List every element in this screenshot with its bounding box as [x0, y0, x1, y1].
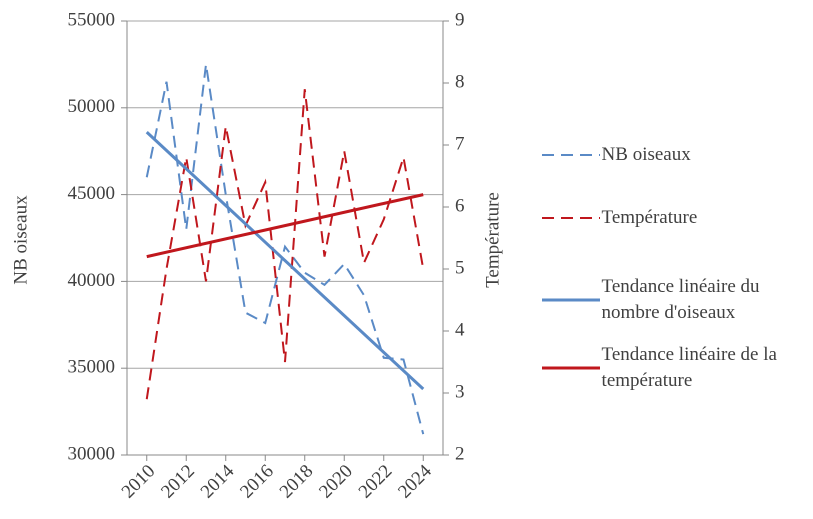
x-tick-label: 2022 [355, 461, 397, 503]
legend-label: Tendance linéaire de la température [601, 344, 777, 391]
y2-tick-label: 8 [455, 71, 465, 92]
y2-tick-label: 5 [455, 257, 465, 278]
y-tick-label: 55000 [68, 9, 116, 30]
y-axis-label: NB oiseaux [10, 195, 31, 285]
series-line [145, 131, 425, 391]
legend-label: NB oiseaux [601, 144, 691, 165]
legend-label: Tendance linéaire du nombre d'oiseaux [601, 276, 760, 323]
x-tick-label: 2024 [394, 460, 436, 502]
legend-entry: Tendance linéaire de la température [540, 342, 810, 394]
legend-entry: NB oiseaux [540, 129, 810, 181]
y2-axis-label: Température [482, 192, 503, 288]
y2-tick-label: 4 [455, 319, 465, 340]
y2-tick-label: 9 [455, 9, 465, 30]
x-tick-label: 2016 [236, 461, 278, 503]
legend-entry: Température [540, 192, 810, 244]
legend-entry: Tendance linéaire du nombre d'oiseaux [540, 274, 810, 326]
series-line [145, 64, 425, 435]
x-tick-label: 2018 [276, 461, 318, 503]
y2-tick-label: 7 [455, 133, 465, 154]
series-line [146, 193, 424, 259]
x-tick-label: 2020 [315, 461, 357, 503]
x-tick-label: 2012 [157, 461, 199, 503]
y2-tick-label: 3 [455, 381, 465, 402]
y-tick-label: 30000 [68, 443, 116, 464]
series-line [145, 89, 425, 400]
y-tick-label: 35000 [68, 357, 116, 378]
y2-tick-label: 2 [455, 443, 465, 464]
legend-label: Température [601, 207, 698, 228]
legend-swatch [542, 217, 600, 219]
y-tick-label: 40000 [68, 270, 116, 291]
x-tick-label: 2014 [197, 460, 239, 502]
legend-swatch [542, 366, 600, 370]
legend-swatch [542, 298, 600, 302]
y-tick-label: 45000 [68, 183, 116, 204]
y2-tick-label: 6 [455, 195, 465, 216]
y-tick-label: 50000 [68, 96, 116, 117]
legend-swatch [542, 154, 600, 156]
x-tick-label: 2010 [118, 461, 160, 503]
